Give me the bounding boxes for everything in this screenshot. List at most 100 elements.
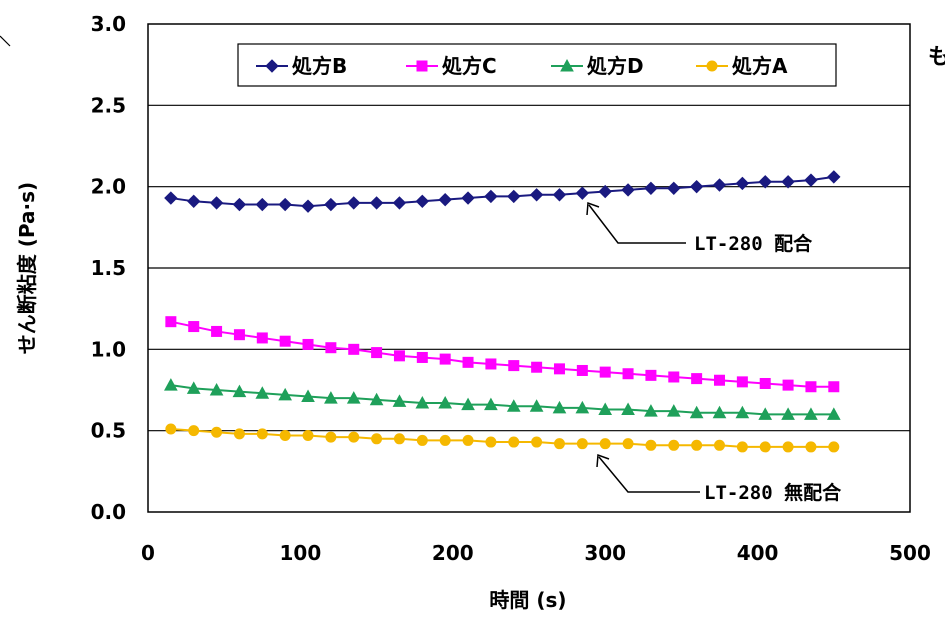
legend-marker-2 — [560, 58, 574, 72]
data-point-0-3 — [232, 197, 247, 212]
data-point-2-17 — [552, 400, 567, 414]
data-point-2-25 — [735, 405, 750, 419]
data-point-3-17 — [553, 438, 565, 450]
data-point-2-15 — [506, 399, 521, 412]
data-point-0-17 — [552, 188, 567, 202]
y-tick-label-4: 2.0 — [91, 175, 126, 199]
data-point-0-29 — [827, 170, 841, 184]
data-point-2-3 — [232, 384, 247, 398]
data-point-1-7 — [325, 342, 337, 354]
legend-label-2: 処方D — [587, 54, 644, 78]
data-point-3-15 — [508, 436, 520, 448]
data-point-2-21 — [644, 404, 658, 417]
data-point-3-8 — [348, 431, 360, 443]
data-point-0-18 — [575, 186, 590, 200]
data-point-0-5 — [278, 197, 292, 212]
series-3 — [165, 423, 840, 453]
data-point-2-19 — [598, 402, 613, 416]
annotation-blend-arrow — [588, 204, 686, 244]
x-tick-label-1: 100 — [280, 541, 322, 565]
data-point-2-2 — [209, 382, 224, 396]
data-point-3-18 — [576, 438, 588, 450]
data-point-0-23 — [689, 179, 704, 194]
data-point-3-20 — [622, 438, 634, 450]
data-point-0-21 — [644, 181, 658, 196]
gridlines — [148, 104, 910, 432]
x-tick-label-5: 500 — [889, 541, 931, 565]
x-tick-label-0: 0 — [141, 541, 155, 565]
data-point-1-23 — [691, 373, 703, 385]
x-axis-title: 時間 (s) — [489, 588, 566, 612]
data-point-1-19 — [599, 366, 611, 378]
annotation-noblend-arrowhead — [596, 453, 610, 468]
legend-item-0: 処方B — [256, 54, 347, 78]
legend-box — [237, 43, 837, 87]
data-point-1-29 — [828, 381, 840, 393]
y-tick-label-3: 1.5 — [91, 256, 126, 280]
data-point-0-8 — [347, 196, 361, 210]
data-point-0-16 — [529, 188, 544, 202]
legend-item-2: 処方D — [551, 54, 644, 78]
data-point-1-20 — [622, 368, 634, 380]
data-point-3-1 — [188, 425, 200, 437]
data-point-2-6 — [301, 389, 315, 403]
data-point-1-11 — [416, 351, 428, 363]
data-point-3-16 — [531, 436, 543, 448]
data-point-3-2 — [211, 426, 223, 438]
data-point-3-5 — [279, 430, 291, 442]
data-point-1-4 — [256, 332, 268, 344]
data-point-2-11 — [415, 395, 430, 409]
data-point-2-28 — [804, 407, 818, 420]
x-tick-label-3: 300 — [584, 541, 626, 565]
data-point-1-2 — [211, 325, 223, 337]
data-point-0-9 — [369, 196, 384, 210]
legend-label-0: 処方B — [292, 54, 347, 78]
data-point-1-14 — [485, 358, 497, 370]
data-point-0-20 — [621, 183, 635, 197]
data-point-3-7 — [325, 431, 337, 443]
data-point-2-23 — [689, 405, 704, 419]
data-point-2-8 — [346, 391, 361, 404]
data-point-2-16 — [529, 399, 544, 412]
data-point-2-24 — [712, 405, 727, 419]
data-point-0-4 — [255, 197, 270, 212]
data-point-2-18 — [575, 400, 590, 414]
side-text: も — [928, 45, 945, 70]
data-point-0-26 — [758, 175, 772, 189]
data-point-2-7 — [324, 391, 338, 404]
y-tick-label-0: 0.0 — [91, 500, 126, 524]
data-point-0-25 — [735, 176, 750, 191]
data-point-1-16 — [531, 361, 543, 373]
data-point-3-22 — [668, 439, 680, 451]
data-point-0-19 — [598, 184, 612, 199]
data-point-1-21 — [645, 369, 657, 381]
data-point-2-9 — [369, 392, 384, 406]
y-tick-label-5: 2.5 — [91, 93, 126, 117]
annotation-noblend-label: LT-280 無配合 — [704, 481, 842, 504]
data-point-3-19 — [599, 438, 611, 450]
data-point-3-6 — [302, 430, 314, 442]
y-axis-title: せん断粘度 (Pa·s) — [15, 182, 39, 354]
annotation-noblend-arrow — [598, 456, 700, 493]
data-point-2-10 — [392, 394, 407, 407]
y-tick-label-6: 3.0 — [91, 12, 126, 36]
data-point-1-22 — [668, 371, 680, 383]
data-point-2-26 — [758, 407, 773, 420]
data-point-0-1 — [187, 194, 201, 209]
data-point-1-0 — [165, 316, 177, 328]
annotation-blend: LT-280 配合 — [586, 201, 813, 255]
data-point-0-11 — [415, 194, 430, 209]
data-point-0-12 — [438, 192, 452, 207]
data-point-3-11 — [416, 434, 428, 446]
x-axis-ticks: 0 100 200 300 400 500 — [141, 541, 931, 565]
data-point-2-22 — [666, 404, 681, 417]
y-tick-label-2: 1.0 — [91, 337, 126, 361]
data-point-2-13 — [461, 397, 475, 411]
data-point-0-15 — [507, 189, 521, 204]
legend: 処方B 処方C 処方D 処方A — [256, 54, 788, 78]
data-point-2-12 — [438, 395, 453, 409]
legend-item-3: 処方A — [696, 54, 788, 78]
annotation-noblend: LT-280 無配合 — [596, 453, 842, 504]
data-point-1-13 — [462, 356, 474, 368]
